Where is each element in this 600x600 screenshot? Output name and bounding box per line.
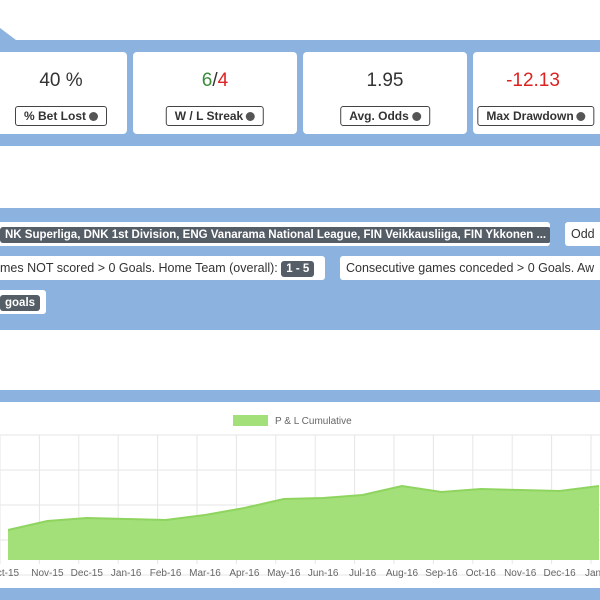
filter-chip[interactable]: Consecutive games conceded > 0 Goals. Aw [340,256,600,280]
x-tick-label: Apr-16 [229,568,259,579]
stat-label[interactable]: W / L Streak [165,106,265,126]
label-text: Max Drawdown [486,109,574,123]
line [7,484,600,531]
stat-label[interactable]: % Bet Lost [14,106,108,126]
stats-panel: 40 % % Bet Lost 6/4 W / L Streak 1.95 Av… [0,40,600,146]
filter-text: Odd [571,227,595,241]
area [8,486,599,560]
chart: P & L Cumulative ct-15 Nov-15 Dec-15 Jan-16 F… [0,415,600,579]
x-tick-label: Dec-15 [71,568,104,579]
stat-card: 1.95 Avg. Odds [303,52,467,134]
filter-chip[interactable]: mes NOT scored > 0 Goals. Home Team (ove… [0,256,325,280]
x-tick-label: Nov-16 [504,568,537,579]
filter-badge: goals [0,295,41,311]
stat-label[interactable]: Max Drawdown [477,106,595,126]
x-tick-label: Feb-16 [150,568,182,579]
losses: 4 [217,70,229,91]
filter-chip[interactable]: NK Superliga, DNK 1st Division, ENG Vana… [0,222,550,246]
stat-value: 6/4 [133,70,297,92]
label-text: W / L Streak [174,109,244,123]
stat-card: 6/4 W / L Streak [133,52,297,134]
x-tick-label: Nov-15 [31,568,64,579]
x-tick-label: ct-15 [0,568,20,579]
label-text: % Bet Lost [23,109,87,123]
label-text: Avg. Odds [349,109,409,123]
x-tick-label: Jun-16 [308,568,339,579]
x-tick-label: Jul-16 [349,568,377,579]
stat-card: 40 % % Bet Lost [0,52,127,134]
stat-card: -12.13 Max Drawdown [473,52,600,134]
x-tick-label: Oct-16 [466,568,496,579]
stat-value: 40 % [39,70,83,91]
stat-value: -12.13 [506,70,560,91]
x-tick-label: Dec-16 [543,568,576,579]
filter-chip[interactable]: goals [0,290,46,314]
x-tick-label: May-16 [267,568,301,579]
filter-panel: NK Superliga, DNK 1st Division, ENG Vana… [0,208,600,330]
x-tick-label: Mar-16 [189,568,221,579]
x-tick-label: Sep-16 [425,568,458,579]
wins: 6 [201,70,213,91]
corner [0,28,16,40]
info-icon [576,112,586,121]
legend-label: P & L Cumulative [275,416,352,427]
filter-badge: 1 - 5 [281,261,315,277]
stat-label[interactable]: Avg. Odds [340,106,430,126]
legend-swatch [233,415,268,426]
info-icon [89,112,99,121]
chart-header [0,390,600,402]
filter-text: mes NOT scored > 0 Goals. Home Team (ove… [0,261,278,275]
x-tick-label: Aug-16 [386,568,419,579]
info-icon [246,112,256,121]
filter-text: Consecutive games conceded > 0 Goals. Aw [346,261,595,275]
separator: / [212,70,218,91]
x-tick-label: Jan-16 [111,568,142,579]
filter-chip[interactable]: Odd [565,222,600,246]
info-icon [411,112,421,121]
chart-footer [0,588,600,600]
filter-badge: NK Superliga, DNK 1st Division, ENG Vana… [0,227,550,243]
x-tick-label: Jan [585,568,600,579]
stat-value: 1.95 [366,70,404,91]
